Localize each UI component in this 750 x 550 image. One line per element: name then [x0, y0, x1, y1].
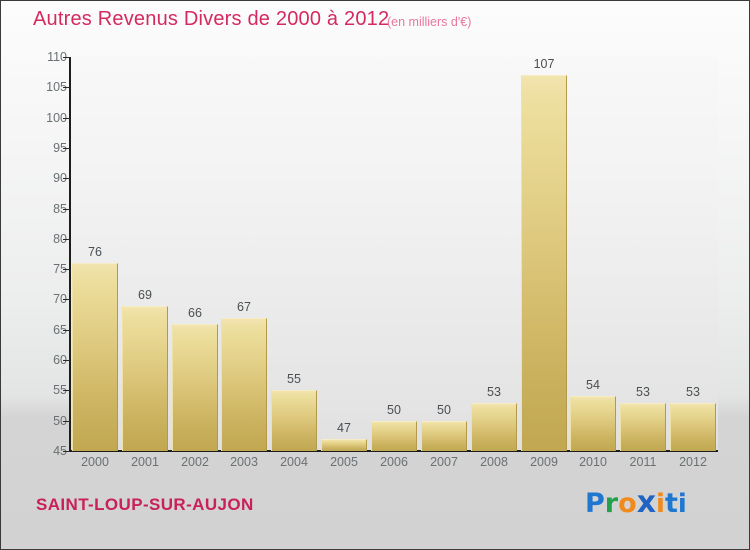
- logo-letter: x: [636, 485, 657, 520]
- chart-header: Autres Revenus Divers de 2000 à 2012 (en…: [1, 1, 749, 43]
- x-axis-tick-label: 2004: [280, 455, 308, 469]
- logo-letter: i: [656, 489, 665, 519]
- bar[interactable]: [221, 317, 267, 451]
- logo-letter: t: [664, 488, 678, 519]
- y-axis-tick-label: 70: [53, 292, 67, 307]
- x-axis-tick-label: 2003: [230, 455, 258, 469]
- bar-value-label: 50: [387, 402, 401, 417]
- y-axis-tick-mark: [63, 451, 70, 452]
- bar-value-label: 66: [188, 305, 202, 320]
- y-axis-tick-label: 100: [46, 110, 67, 125]
- bar[interactable]: [471, 402, 517, 451]
- bar[interactable]: [521, 75, 567, 451]
- bar-value-label: 107: [533, 57, 555, 72]
- bar-value-label: 47: [337, 420, 351, 435]
- logo-letter: P: [585, 488, 605, 519]
- bar[interactable]: [371, 420, 417, 451]
- x-axis-tick-label: 2006: [380, 455, 408, 469]
- x-axis-tick-label: 2002: [181, 455, 209, 469]
- y-axis-tick-label: 50: [53, 413, 67, 428]
- logo-letter: i: [677, 489, 687, 519]
- page-title: Autres Revenus Divers de 2000 à 2012: [33, 8, 390, 30]
- chart-footer: SAINT-LOUP-SUR-AUJON Proxiti: [1, 471, 749, 549]
- bar[interactable]: [321, 438, 367, 451]
- bar-value-label: 53: [487, 384, 501, 399]
- proxiti-logo[interactable]: Proxiti: [585, 485, 687, 520]
- x-axis-tick-label: 2012: [679, 455, 707, 469]
- y-axis-tick-mark: [63, 390, 70, 392]
- x-axis-tick-label: 2007: [430, 455, 458, 469]
- bar-value-label: 55: [287, 372, 301, 387]
- x-axis-tick-label: 2005: [330, 455, 358, 469]
- bar-value-label: 53: [636, 384, 650, 399]
- x-axis-tick-label: 2009: [530, 455, 558, 469]
- bar[interactable]: [271, 390, 317, 451]
- bar[interactable]: [122, 305, 168, 451]
- y-axis-tick-mark: [63, 329, 70, 331]
- y-axis-tick-label: 95: [53, 140, 67, 155]
- logo-letter: r: [604, 488, 619, 519]
- y-axis-tick-mark: [63, 420, 70, 422]
- y-axis-tick-mark: [63, 269, 70, 271]
- y-axis-line: [69, 57, 71, 451]
- bar[interactable]: [620, 402, 666, 451]
- y-axis-tick-mark: [63, 299, 70, 301]
- y-axis-tick-mark: [63, 360, 70, 362]
- bar[interactable]: [72, 263, 118, 451]
- y-axis-tick-mark: [63, 178, 70, 180]
- y-axis-tick-label: 45: [53, 444, 67, 458]
- y-axis-tick-mark: [63, 147, 70, 149]
- x-axis-tick-label: 2001: [131, 455, 159, 469]
- bar[interactable]: [570, 396, 616, 451]
- y-axis-tick-label: 105: [46, 80, 67, 95]
- y-axis-tick-label: 90: [53, 171, 67, 186]
- bar-value-label: 50: [437, 402, 451, 417]
- x-axis-tick-label: 2000: [81, 455, 109, 469]
- y-axis-tick-label: 65: [53, 322, 67, 337]
- y-axis-tick-label: 80: [53, 231, 67, 246]
- x-axis-tick-label: 2010: [579, 455, 607, 469]
- chart-subtitle: (en milliers d'€): [387, 15, 472, 29]
- y-axis-tick-label: 60: [53, 353, 67, 368]
- y-axis-tick-label: 85: [53, 201, 67, 216]
- y-axis-tick-mark: [63, 57, 70, 58]
- y-axis-tick-mark: [63, 208, 70, 210]
- y-axis-tick-mark: [63, 238, 70, 240]
- bar[interactable]: [670, 402, 716, 451]
- bar-value-label: 69: [138, 287, 152, 302]
- commune-name: SAINT-LOUP-SUR-AUJON: [36, 495, 254, 514]
- y-axis-tick-mark: [63, 117, 70, 119]
- y-axis-tick-label: 75: [53, 262, 67, 277]
- x-axis-tick-label: 2011: [629, 455, 657, 469]
- x-axis-tick-label: 2008: [480, 455, 508, 469]
- x-axis-line: [69, 450, 718, 452]
- bar-value-label: 54: [586, 378, 600, 393]
- logo-letter: o: [618, 488, 637, 519]
- bar[interactable]: [172, 323, 218, 451]
- bar[interactable]: [421, 420, 467, 451]
- bar-value-label: 67: [237, 299, 251, 314]
- y-axis-tick-label: 110: [47, 50, 67, 64]
- bar-value-label: 76: [88, 245, 102, 260]
- y-axis-tick-mark: [63, 87, 70, 89]
- y-axis-tick-label: 55: [53, 383, 67, 398]
- bar-value-label: 53: [686, 384, 700, 399]
